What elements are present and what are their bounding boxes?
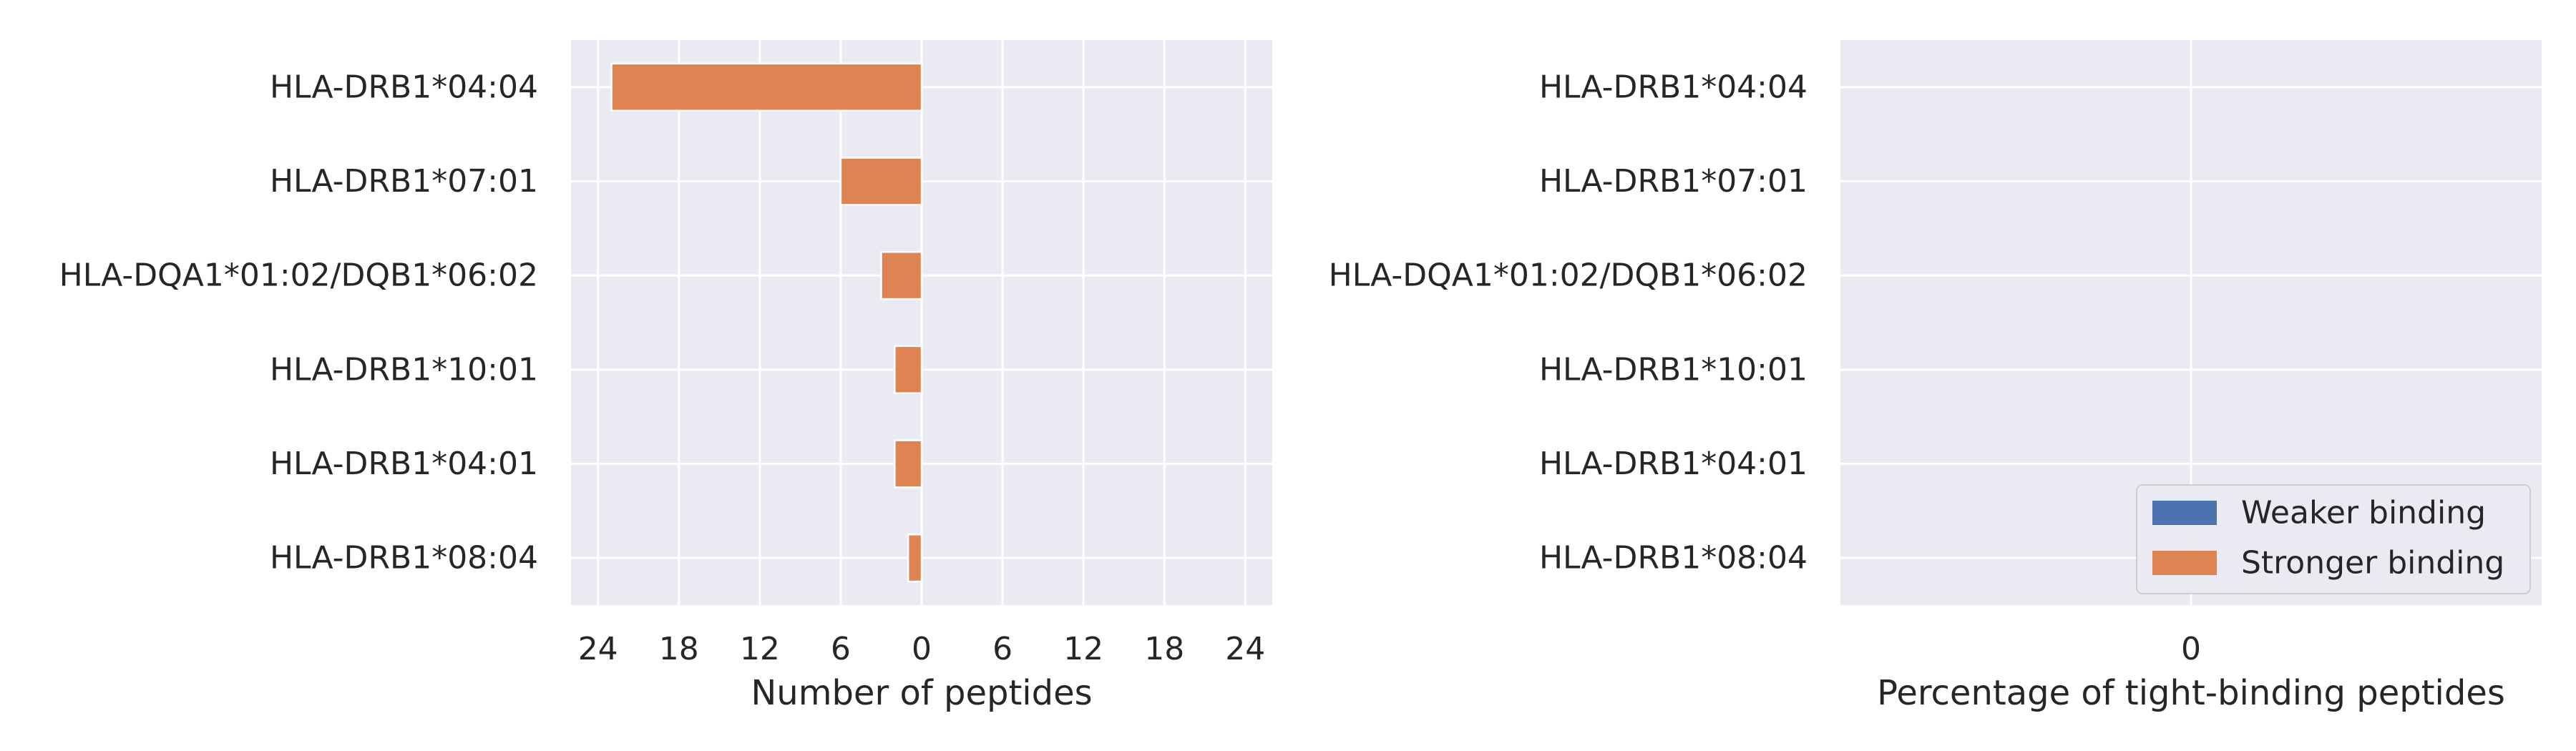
legend-swatch-weaker xyxy=(2152,501,2217,525)
y-tick-label: HLA-DQA1*01:02/DQB1*06:02 xyxy=(59,257,538,294)
y-tick-label: HLA-DRB1*04:01 xyxy=(1539,446,1807,482)
bar-stronger-binding xyxy=(839,157,923,206)
x-tick-label: 18 xyxy=(1144,631,1184,667)
y-tick-label: HLA-DRB1*08:04 xyxy=(270,540,538,576)
x-tick-label: 18 xyxy=(659,631,699,667)
legend-label: Stronger binding xyxy=(2241,545,2504,581)
bar-stronger-binding xyxy=(610,62,923,112)
x-tick-label: 0 xyxy=(2181,631,2201,667)
legend-box xyxy=(2136,484,2531,594)
x-tick-label: 24 xyxy=(1225,631,1265,667)
x-axis-title: Percentage of tight-binding peptides xyxy=(1877,673,2505,713)
bar-stronger-binding xyxy=(880,251,923,300)
x-tick-label: 12 xyxy=(1063,631,1103,667)
left-panel-number-of-peptides: HLA-DRB1*04:04 HLA-DRB1*07:01 HLA-DQA1*01:… xyxy=(59,40,1272,713)
y-tick-label: HLA-DQA1*01:02/DQB1*06:02 xyxy=(1329,257,1807,294)
y-tick-label: HLA-DRB1*04:04 xyxy=(270,69,538,105)
bar-stronger-binding xyxy=(894,439,923,489)
x-tick-label: 0 xyxy=(912,631,932,667)
x-tick-label: 24 xyxy=(578,631,618,667)
y-tick-label: HLA-DRB1*10:01 xyxy=(1539,351,1807,388)
x-axis-title: Number of peptides xyxy=(751,673,1092,713)
x-tick-label: 6 xyxy=(831,631,851,667)
legend: Weaker binding Stronger binding xyxy=(2136,484,2531,594)
y-tick-label: HLA-DRB1*10:01 xyxy=(270,351,538,388)
x-tick-label: 12 xyxy=(740,631,780,667)
bar-stronger-binding xyxy=(894,345,923,394)
y-tick-label: HLA-DRB1*04:04 xyxy=(1539,69,1807,105)
legend-label: Weaker binding xyxy=(2241,495,2486,531)
x-tick-label: 6 xyxy=(992,631,1013,667)
right-panel-percentage-tight-binding: HLA-DRB1*04:04 HLA-DRB1*07:01 HLA-DQA1*01:… xyxy=(1329,40,2542,713)
y-tick-label: HLA-DRB1*07:01 xyxy=(270,163,538,200)
y-tick-label: HLA-DRB1*08:04 xyxy=(1539,540,1807,576)
bar-stronger-binding xyxy=(907,534,923,583)
legend-swatch-stronger xyxy=(2152,551,2217,575)
y-tick-label: HLA-DRB1*04:01 xyxy=(270,446,538,482)
y-tick-label: HLA-DRB1*07:01 xyxy=(1539,163,1807,200)
